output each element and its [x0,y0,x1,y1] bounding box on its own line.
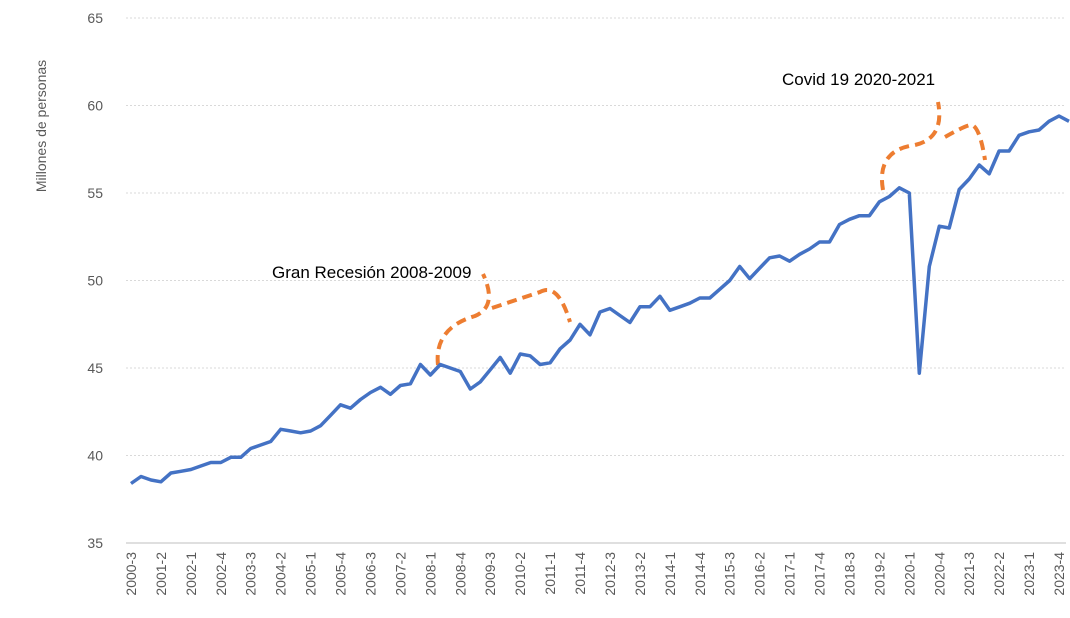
x-tick-label: 2015-3 [722,552,738,596]
x-tick-label: 2014-1 [662,552,678,596]
y-tick-label: 55 [87,185,103,201]
x-tick-label: 2017-4 [812,552,828,596]
y-tick-label: 60 [87,98,103,114]
x-tick-label: 2021-3 [961,552,977,596]
brace [880,101,987,191]
x-tick-label: 2011-4 [572,552,588,595]
annotation: Gran Recesión 2008-2009 [272,263,471,282]
x-tick-label: 2003-3 [243,552,259,596]
x-tick-label: 2022-2 [991,552,1007,596]
data-line [129,114,1070,485]
x-tick-label: 2010-2 [512,552,528,596]
x-tick-label: 2007-2 [392,552,408,596]
y-tick-label: 35 [87,535,103,551]
x-tick-label: 2001-2 [153,552,169,596]
y-axis-label: Millones de personas [33,60,49,192]
annotation: Covid 19 2020-2021 [782,70,935,89]
x-tick-label: 2014-4 [692,552,708,596]
x-tick-label: 2008-4 [452,552,468,596]
x-tick-label: 2005-4 [333,552,349,596]
brace [435,273,572,366]
x-tick-label: 2002-4 [213,552,229,596]
x-tick-label: 2002-1 [183,552,199,596]
x-tick-label: 2023-4 [1051,552,1067,596]
x-tick-label: 2019-2 [871,552,887,596]
x-tick-label: 2009-3 [482,552,498,596]
x-tick-label: 2006-3 [362,552,378,596]
x-tick-label: 2018-3 [841,552,857,596]
x-tick-label: 2008-1 [422,552,438,596]
y-tick-label: 65 [87,10,103,26]
x-tick-label: 2013-2 [632,552,648,596]
x-tick-label: 2017-1 [782,552,798,596]
x-tick-label: 2000-3 [123,552,139,596]
y-tick-label: 50 [87,273,103,289]
x-tick-label: 2020-4 [931,552,947,596]
y-tick-label: 40 [87,448,103,464]
y-tick-label: 45 [87,360,103,376]
x-tick-label: 2012-3 [602,552,618,596]
x-tick-label: 2016-2 [752,552,768,596]
x-tick-label: 2011-1 [542,552,558,595]
x-tick-label: 2020-1 [901,552,917,596]
x-tick-label: 2005-1 [303,552,319,596]
x-tick-label: 2004-2 [273,552,289,596]
x-tick-label: 2023-1 [1021,552,1037,596]
